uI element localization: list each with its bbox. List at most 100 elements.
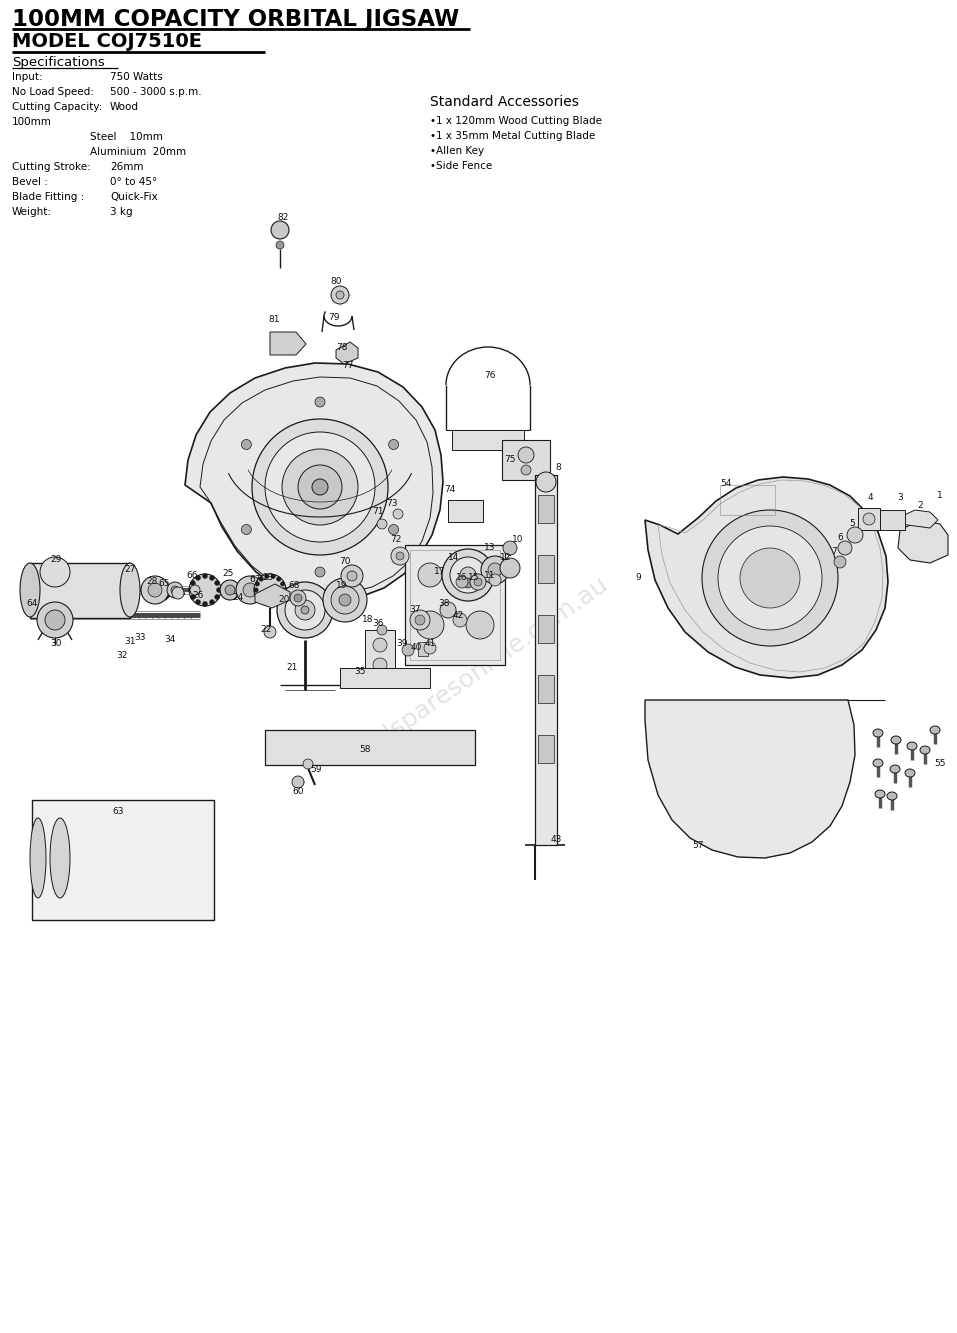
Bar	[502, 440, 550, 480]
Text: 76: 76	[484, 371, 496, 380]
Text: 10: 10	[512, 536, 523, 544]
Text: 74: 74	[444, 485, 456, 495]
Text: 32: 32	[117, 651, 127, 660]
Text: 35: 35	[354, 668, 366, 677]
Circle shape	[503, 541, 517, 555]
Text: 66: 66	[187, 571, 198, 580]
Text: 3: 3	[897, 493, 902, 503]
Circle shape	[171, 587, 179, 595]
Circle shape	[265, 601, 269, 607]
Text: 77: 77	[343, 360, 354, 369]
Circle shape	[838, 541, 852, 555]
Circle shape	[489, 575, 501, 587]
Circle shape	[189, 575, 221, 607]
Text: 27: 27	[124, 565, 136, 575]
Circle shape	[172, 587, 184, 599]
Circle shape	[295, 600, 315, 620]
Circle shape	[460, 567, 476, 583]
Circle shape	[148, 583, 162, 597]
Text: 37: 37	[410, 605, 421, 615]
Text: 22: 22	[260, 625, 272, 635]
Text: 42: 42	[453, 611, 463, 620]
Circle shape	[834, 556, 846, 568]
Circle shape	[377, 625, 387, 635]
Text: 79: 79	[328, 313, 340, 323]
Circle shape	[415, 615, 425, 625]
Text: Aluminium  20mm: Aluminium 20mm	[90, 147, 186, 157]
Polygon shape	[185, 363, 443, 601]
Circle shape	[389, 440, 399, 449]
Ellipse shape	[930, 726, 940, 734]
Circle shape	[450, 557, 486, 593]
Text: 3 kg: 3 kg	[110, 207, 133, 217]
Text: 54: 54	[721, 480, 732, 488]
Text: 64: 64	[26, 600, 37, 608]
Polygon shape	[898, 511, 938, 528]
Circle shape	[718, 527, 822, 631]
Text: MODEL COJ7510E: MODEL COJ7510E	[12, 32, 202, 51]
Bar	[30, 563, 130, 619]
Circle shape	[189, 588, 193, 592]
Circle shape	[277, 577, 281, 581]
Circle shape	[418, 563, 442, 587]
Ellipse shape	[120, 563, 140, 617]
Circle shape	[488, 563, 502, 577]
Bar	[340, 668, 430, 688]
Circle shape	[265, 575, 269, 579]
Circle shape	[190, 595, 195, 600]
Text: 57: 57	[692, 841, 703, 850]
Text: 71: 71	[372, 508, 384, 516]
Text: 70: 70	[339, 557, 351, 567]
Ellipse shape	[887, 792, 897, 800]
Text: 6: 6	[837, 533, 843, 543]
Circle shape	[847, 527, 863, 543]
Polygon shape	[645, 477, 888, 678]
Circle shape	[277, 583, 333, 639]
Text: Cutting Stroke:: Cutting Stroke:	[12, 163, 91, 172]
Text: 40: 40	[411, 644, 422, 652]
Text: 36: 36	[372, 620, 384, 628]
Bar	[418, 643, 428, 656]
Bar	[32, 800, 214, 920]
Circle shape	[281, 588, 286, 592]
Text: 23: 23	[262, 573, 274, 583]
Circle shape	[402, 644, 414, 656]
Text: 43: 43	[550, 836, 562, 845]
Text: 81: 81	[268, 316, 279, 324]
Circle shape	[740, 548, 800, 608]
Text: 38: 38	[438, 600, 450, 608]
Bar	[265, 730, 475, 765]
Circle shape	[347, 571, 357, 581]
Circle shape	[518, 447, 534, 463]
Text: 39: 39	[396, 640, 408, 648]
Text: •1 x 35mm Metal Cutting Blade: •1 x 35mm Metal Cutting Blade	[430, 131, 595, 141]
Text: 72: 72	[390, 536, 402, 544]
Text: 8: 8	[555, 464, 561, 472]
Circle shape	[336, 291, 344, 299]
Circle shape	[265, 432, 375, 543]
Circle shape	[373, 659, 387, 672]
Circle shape	[256, 595, 259, 599]
Text: 4: 4	[867, 493, 873, 503]
Circle shape	[167, 583, 183, 599]
Circle shape	[463, 579, 473, 588]
Text: 20: 20	[278, 596, 290, 604]
Circle shape	[536, 472, 556, 492]
Text: 26: 26	[192, 592, 204, 600]
Text: 41: 41	[424, 640, 435, 648]
Circle shape	[216, 588, 221, 592]
Circle shape	[40, 557, 70, 587]
Circle shape	[210, 576, 214, 580]
Circle shape	[225, 585, 235, 595]
Text: 31: 31	[124, 637, 136, 647]
Circle shape	[298, 465, 342, 509]
Circle shape	[214, 595, 219, 600]
Text: 28: 28	[146, 577, 158, 587]
Circle shape	[195, 600, 201, 605]
Circle shape	[210, 600, 214, 605]
Circle shape	[389, 524, 399, 535]
Text: 34: 34	[165, 636, 176, 644]
Text: 100MM COPACITY ORBITAL JIGSAW: 100MM COPACITY ORBITAL JIGSAW	[12, 8, 459, 31]
Ellipse shape	[920, 746, 930, 754]
Circle shape	[285, 591, 325, 631]
